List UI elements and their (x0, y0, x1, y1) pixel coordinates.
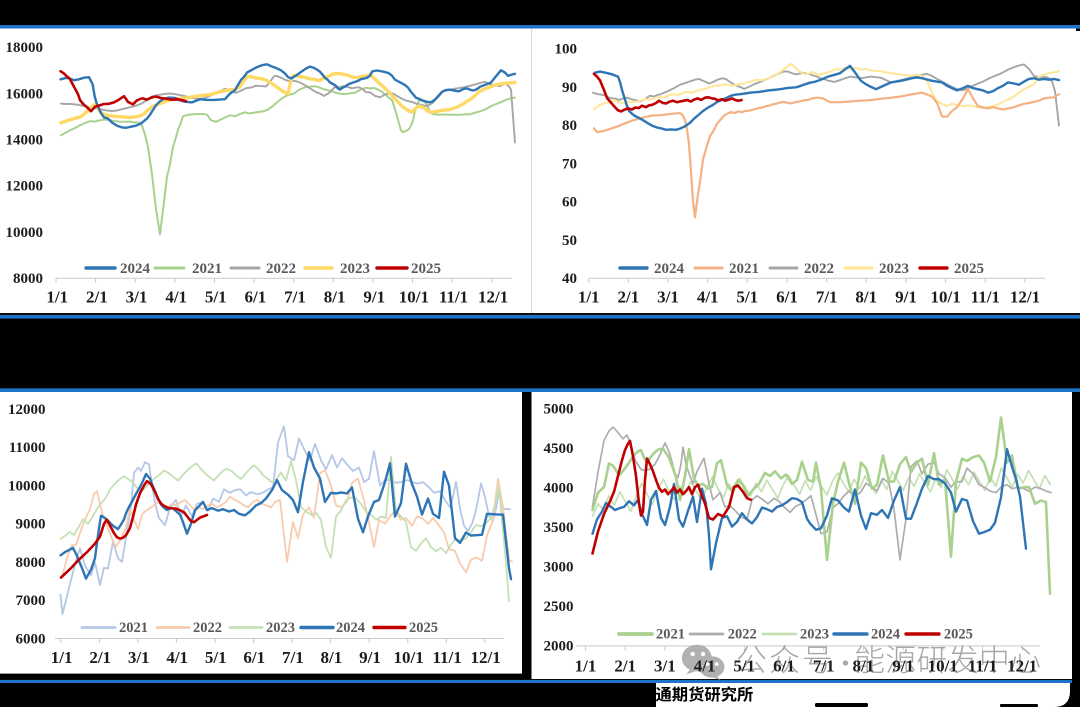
svg-text:1/1: 1/1 (578, 288, 600, 307)
svg-text:11/1: 11/1 (971, 288, 1000, 307)
svg-text:9/1: 9/1 (363, 288, 385, 307)
svg-text:60: 60 (562, 195, 577, 211)
svg-text:40: 40 (562, 271, 577, 287)
svg-text:2024: 2024 (871, 627, 900, 643)
svg-text:2023: 2023 (879, 261, 909, 277)
svg-text:5/1: 5/1 (733, 657, 755, 676)
svg-text:2021: 2021 (656, 627, 685, 643)
svg-text:4500: 4500 (544, 441, 574, 457)
svg-text:80: 80 (562, 118, 577, 134)
svg-text:12000: 12000 (6, 179, 44, 195)
svg-text:8/1: 8/1 (321, 648, 343, 667)
svg-text:3/1: 3/1 (128, 648, 150, 667)
svg-text:1/1: 1/1 (575, 657, 597, 676)
svg-text:7/1: 7/1 (282, 648, 304, 667)
svg-text:10000: 10000 (8, 478, 46, 494)
svg-text:2025: 2025 (411, 261, 441, 277)
svg-text:7000: 7000 (16, 593, 46, 609)
svg-text:4/1: 4/1 (165, 288, 187, 307)
svg-text:5/1: 5/1 (736, 288, 758, 307)
svg-text:4/1: 4/1 (166, 648, 188, 667)
svg-text:2025: 2025 (409, 620, 438, 636)
svg-text:11/1: 11/1 (432, 648, 461, 667)
svg-text:2022: 2022 (728, 627, 757, 643)
svg-text:10/1: 10/1 (393, 648, 423, 667)
svg-text:2021: 2021 (119, 620, 148, 636)
svg-text:12/1: 12/1 (1010, 288, 1040, 307)
svg-text:8/1: 8/1 (855, 288, 877, 307)
svg-text:3000: 3000 (544, 560, 574, 576)
svg-text:10/1: 10/1 (928, 657, 958, 676)
svg-text:11/1: 11/1 (439, 288, 468, 307)
svg-text:8/1: 8/1 (324, 288, 346, 307)
svg-text:2/1: 2/1 (89, 648, 111, 667)
svg-text:2021: 2021 (192, 261, 222, 277)
svg-text:5000: 5000 (544, 402, 574, 418)
svg-text:2/1: 2/1 (86, 288, 108, 307)
svg-text:7/1: 7/1 (284, 288, 306, 307)
svg-text:2023: 2023 (800, 627, 829, 643)
svg-text:3/1: 3/1 (126, 288, 148, 307)
svg-text:16000: 16000 (6, 86, 44, 102)
svg-text:4000: 4000 (544, 481, 574, 497)
svg-text:90: 90 (562, 80, 577, 96)
svg-text:12/1: 12/1 (478, 288, 508, 307)
svg-text:4/1: 4/1 (697, 288, 719, 307)
svg-text:2500: 2500 (544, 599, 574, 615)
svg-text:9/1: 9/1 (892, 657, 914, 676)
svg-text:9/1: 9/1 (359, 648, 381, 667)
svg-text:3/1: 3/1 (654, 657, 676, 676)
svg-text:7/1: 7/1 (813, 657, 835, 676)
svg-text:6000: 6000 (16, 631, 46, 647)
svg-text:18000: 18000 (6, 40, 44, 56)
svg-text:70: 70 (562, 156, 577, 172)
svg-text:2/1: 2/1 (618, 288, 640, 307)
svg-text:2024: 2024 (336, 620, 365, 636)
svg-text:3500: 3500 (544, 520, 574, 536)
svg-text:2/1: 2/1 (614, 657, 636, 676)
svg-text:2023: 2023 (266, 620, 295, 636)
svg-text:5/1: 5/1 (205, 648, 227, 667)
svg-text:2025: 2025 (954, 261, 984, 277)
svg-text:50: 50 (562, 233, 577, 249)
svg-text:12000: 12000 (8, 402, 46, 418)
svg-text:10/1: 10/1 (399, 288, 429, 307)
svg-text:10000: 10000 (6, 225, 44, 241)
svg-text:8000: 8000 (13, 271, 43, 287)
svg-text:5/1: 5/1 (205, 288, 227, 307)
svg-text:2025: 2025 (944, 627, 973, 643)
svg-text:14000: 14000 (6, 133, 44, 149)
svg-text:6/1: 6/1 (776, 288, 798, 307)
svg-text:10/1: 10/1 (930, 288, 960, 307)
svg-text:9/1: 9/1 (895, 288, 917, 307)
svg-text:4/1: 4/1 (694, 657, 716, 676)
svg-text:2022: 2022 (193, 620, 222, 636)
svg-text:2024: 2024 (120, 261, 151, 277)
svg-text:8/1: 8/1 (853, 657, 875, 676)
svg-text:6/1: 6/1 (773, 657, 795, 676)
svg-text:3/1: 3/1 (657, 288, 679, 307)
svg-text:2000: 2000 (544, 639, 574, 655)
svg-text:2024: 2024 (654, 261, 685, 277)
svg-text:1/1: 1/1 (46, 288, 68, 307)
svg-text:11/1: 11/1 (968, 657, 997, 676)
svg-text:9000: 9000 (16, 517, 46, 533)
svg-text:7/1: 7/1 (816, 288, 838, 307)
svg-text:11000: 11000 (9, 440, 46, 456)
svg-text:8000: 8000 (16, 555, 46, 571)
svg-text:2022: 2022 (266, 261, 296, 277)
svg-text:1/1: 1/1 (51, 648, 73, 667)
svg-text:12/1: 12/1 (470, 648, 500, 667)
svg-text:12/1: 12/1 (1007, 657, 1037, 676)
svg-text:6/1: 6/1 (243, 648, 265, 667)
svg-text:2022: 2022 (804, 261, 834, 277)
svg-text:6/1: 6/1 (245, 288, 267, 307)
svg-text:2021: 2021 (729, 261, 759, 277)
svg-text:2023: 2023 (340, 261, 370, 277)
svg-text:100: 100 (555, 42, 578, 58)
